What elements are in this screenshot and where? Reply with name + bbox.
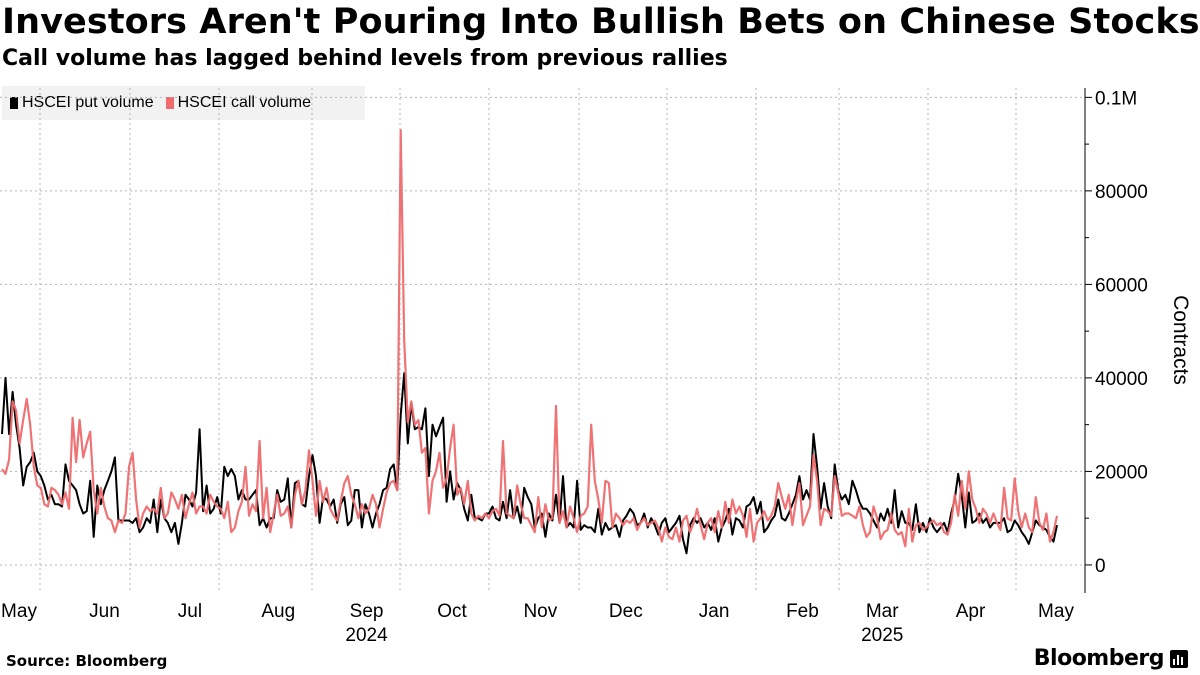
x-tick-label: Sep — [350, 601, 384, 622]
legend-item-call: HSCEI call volume — [165, 94, 311, 112]
brand-logo: Bloomberg — [1034, 646, 1188, 671]
series-layer — [1, 129, 1059, 555]
y-tick-label: 0 — [1095, 556, 1106, 577]
x-tick-label: Aug — [261, 601, 295, 622]
put-volume-line — [1, 372, 1058, 555]
y-axis-title: Contracts — [1169, 295, 1192, 385]
x-tick-label: Feb — [786, 601, 819, 622]
x-year-label: 2024 — [345, 625, 388, 646]
x-tick-label: Dec — [609, 601, 643, 622]
x-tick-label: Nov — [523, 601, 557, 622]
y-tick-label: 80000 — [1095, 182, 1148, 203]
y-tick-label: 0.1M — [1095, 88, 1137, 109]
x-tick-label: Jan — [699, 601, 730, 622]
legend-item-put: HSCEI put volume — [10, 94, 154, 112]
legend-label-put: HSCEI put volume — [22, 94, 154, 111]
chart-subtitle: Call volume has lagged behind levels fro… — [2, 46, 728, 71]
legend-swatch-call — [165, 97, 174, 109]
y-tick-label: 20000 — [1095, 462, 1148, 483]
source-note: Source: Bloomberg — [6, 652, 168, 670]
legend-label-call: HSCEI call volume — [177, 94, 311, 111]
x-tick-label: May — [1, 601, 37, 622]
x-year-label: 2025 — [861, 625, 903, 646]
call-volume-line — [1, 129, 1059, 548]
x-tick-label: Jul — [178, 601, 202, 622]
x-tick-label: Apr — [956, 601, 986, 622]
x-tick-label: Oct — [437, 601, 467, 622]
x-tick-label: Jun — [89, 601, 120, 622]
y-tick-label: 60000 — [1095, 275, 1148, 296]
legend-swatch-put — [10, 97, 18, 109]
legend: HSCEI put volume HSCEI call volume — [2, 86, 365, 120]
axis-layer: 0 20000 40000 60000 80000 0.1M May Jun Jul Aug Sep… — [1, 88, 1192, 646]
line-chart: 0 20000 40000 60000 80000 0.1M May Jun Jul Aug Sep… — [0, 88, 1192, 646]
bloomberg-terminal-icon — [1170, 649, 1188, 668]
chart-title: Investors Aren't Pouring Into Bullish Be… — [2, 2, 1200, 42]
grid-layer — [0, 88, 1085, 593]
x-tick-label: May — [1038, 601, 1074, 622]
brand-name: Bloomberg — [1033, 646, 1165, 671]
y-tick-label: 40000 — [1095, 369, 1148, 390]
x-tick-label: Mar — [866, 601, 899, 622]
